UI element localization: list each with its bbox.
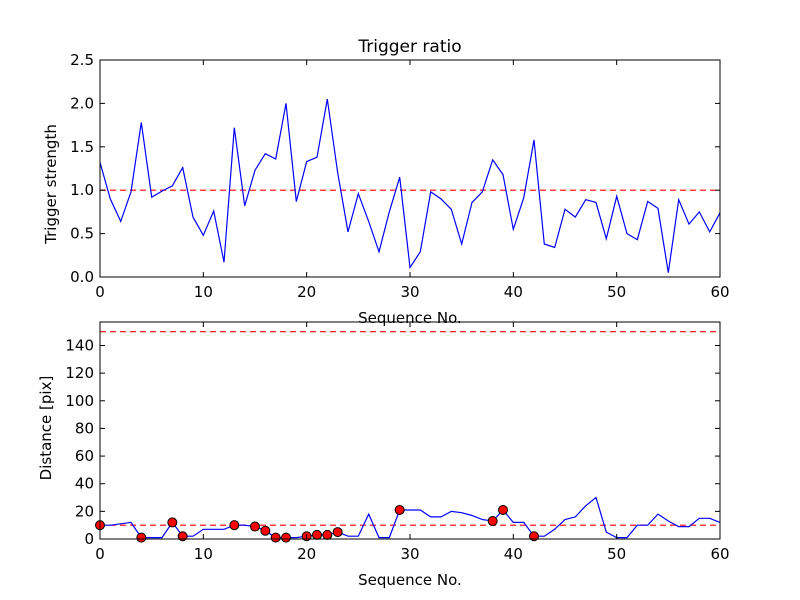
y-tick-label: 60 [75,447,94,465]
trigger-marker [260,525,271,536]
distance-ticks: 0 10 20 30 40 50 60 0 20 40 60 80 100 120 140 [65,322,730,563]
y-tick-label: 120 [65,364,94,382]
x-tick-label: 10 [194,545,213,563]
trigger-marker [322,529,333,540]
distance-threshold-lines [100,331,720,526]
y-tick-label: 1.0 [70,181,94,199]
trigger-marker [270,532,281,543]
x-tick-label: 30 [400,283,419,301]
x-tick-label: 40 [504,283,523,301]
y-axis-label: Trigger strength [42,124,60,245]
trigger-marker [529,531,539,542]
y-tick-label: 20 [75,502,94,520]
trigger-marker [281,532,291,543]
x-tick-label: 30 [400,545,419,563]
x-tick-label: 0 [95,545,105,563]
series-line [99,98,721,273]
y-axis-label: Distance [pix] [37,376,55,481]
distance-plot: 0 10 20 30 40 50 60 0 20 40 60 80 100 120 140 Sequence… [37,321,730,589]
trigger-ratio-series [99,98,721,273]
y-tick-label: 2.0 [70,94,94,112]
x-tick-label: 60 [710,283,729,301]
x-tick-label: 40 [504,545,523,563]
trigger-marker [136,532,147,543]
x-tick-label: 10 [194,283,213,301]
y-tick-label: 0.5 [70,225,94,243]
y-tick-label: 0 [84,530,94,548]
y-tick-label: 80 [75,419,94,437]
y-tick-label: 40 [75,475,94,493]
y-tick-label: 100 [65,392,94,410]
y-tick-label: 2.5 [70,51,94,69]
x-tick-label: 0 [95,283,105,301]
trigger-marker [250,521,260,532]
trigger-marker [229,520,240,531]
trigger-marker [394,504,405,515]
y-tick-label: 0.0 [70,268,94,286]
x-tick-label: 20 [297,283,316,301]
trigger-marker [312,529,322,540]
trigger-marker [167,517,178,528]
trigger-ratio-plot: 0 10 20 30 40 50 60 0.0 0.5 1.0 1.5 2.0 2.5 Trigger … [42,37,730,327]
trigger-marker [487,516,498,527]
trigger-ratio-ticks: 0 10 20 30 40 50 60 0.0 0.5 1.0 1.5 2.0 2.5 [70,51,729,301]
x-tick-label: 50 [607,545,626,563]
trigger-marker [332,527,343,538]
y-tick-label: 140 [65,336,94,354]
x-tick-label: 60 [710,545,729,563]
y-tick-label: 1.5 [70,138,94,156]
trigger-marker [498,504,508,515]
x-tick-label: 20 [297,545,316,563]
trigger-marker [177,531,188,542]
chart-title: Trigger ratio [357,37,461,57]
x-tick-label: 50 [607,283,626,301]
x-axis-label: Sequence No. [358,571,462,589]
